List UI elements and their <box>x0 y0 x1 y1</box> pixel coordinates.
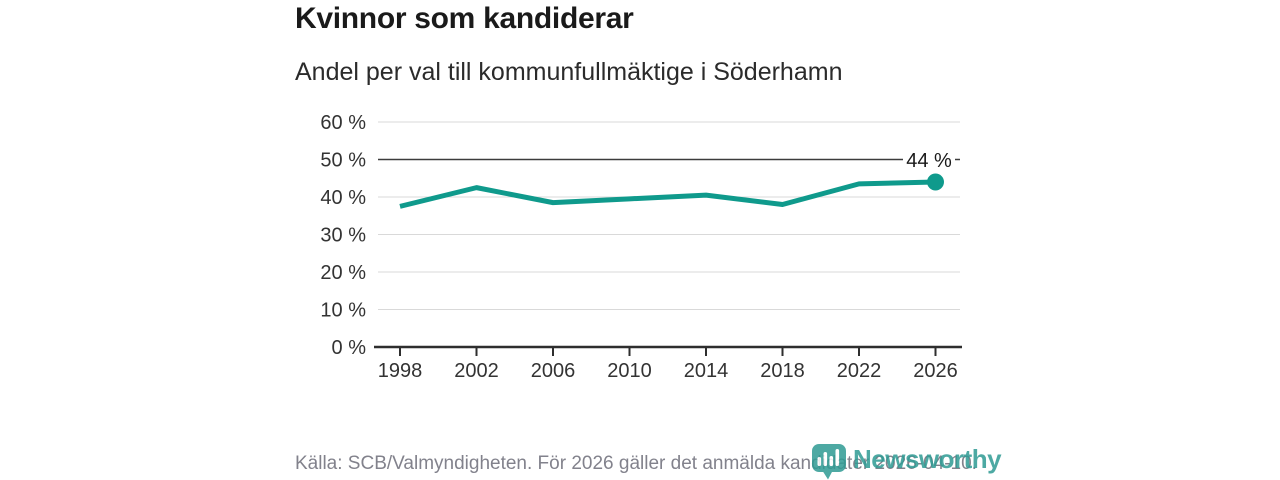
y-tick-label: 10 % <box>320 300 366 322</box>
newsworthy-logo: Newsworthy <box>812 444 1002 480</box>
x-tick-label: 2002 <box>454 360 499 382</box>
chart-subtitle: Andel per val till kommunfullmäktige i S… <box>295 58 843 86</box>
data-line <box>399 179 936 209</box>
x-tick-label: 2014 <box>684 360 729 382</box>
x-tick-label: 2018 <box>760 360 805 382</box>
source-note: Källa: SCB/Valmyndigheten. För 2026 gäll… <box>295 453 977 474</box>
y-tick-label: 20 % <box>320 262 366 284</box>
x-tick-label: 1998 <box>378 360 423 382</box>
end-point-marker <box>927 173 944 191</box>
chart-title: Kvinnor som kandiderar <box>295 2 634 35</box>
newsworthy-bubble-barchart-icon <box>812 444 846 480</box>
y-tick-label: 60 % <box>320 112 366 134</box>
newsworthy-wordmark: Newsworthy <box>853 444 1002 474</box>
x-tick-label: 2026 <box>913 360 958 382</box>
x-tick-label: 2006 <box>531 360 576 382</box>
end-label-halo <box>903 147 955 172</box>
y-tick-label: 40 % <box>320 187 366 209</box>
end-value-label: 44 % <box>906 150 952 172</box>
x-tick-label: 2010 <box>607 360 652 382</box>
y-tick-label: 50 % <box>320 150 366 172</box>
y-tick-label: 0 % <box>332 337 367 359</box>
y-tick-label: 30 % <box>320 225 366 247</box>
x-tick-label: 2022 <box>837 360 882 382</box>
